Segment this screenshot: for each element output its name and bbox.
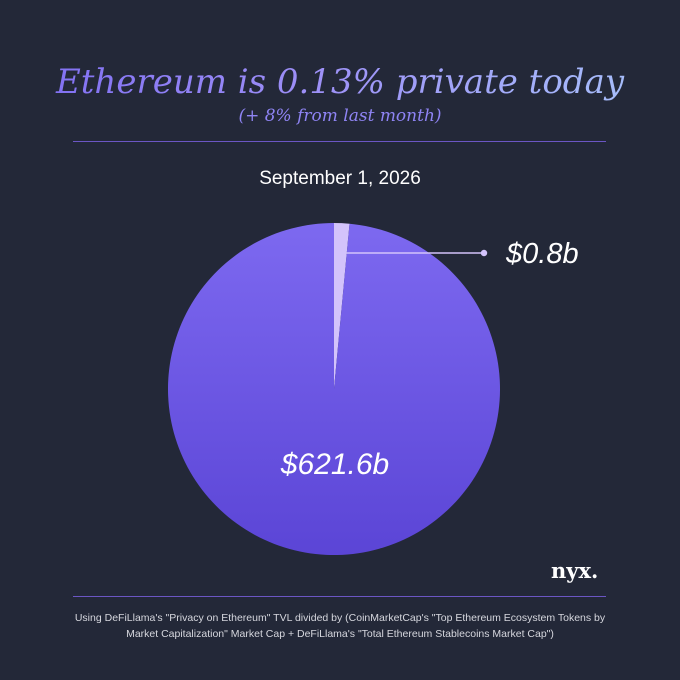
- nyx-logo: nyx.: [551, 558, 599, 583]
- chart-subtitle: (+ 8% from last month): [238, 106, 442, 126]
- methodology-footnote: Using DeFiLlama's "Privacy on Ethereum" …: [74, 612, 606, 640]
- bottom-divider: [73, 596, 606, 597]
- top-divider: [73, 141, 606, 142]
- slice-label-private: $0.8b: [505, 238, 579, 270]
- leader-dot: [338, 250, 344, 256]
- leader-dot: [480, 249, 488, 257]
- pie-slice-total: [167, 223, 500, 555]
- slice-label-total: $621.6b: [280, 448, 389, 481]
- chart-title: Ethereum is 0.13% private today: [0, 58, 680, 106]
- date-label: September 1, 2026: [259, 168, 421, 189]
- pie-slice-private: [334, 223, 350, 389]
